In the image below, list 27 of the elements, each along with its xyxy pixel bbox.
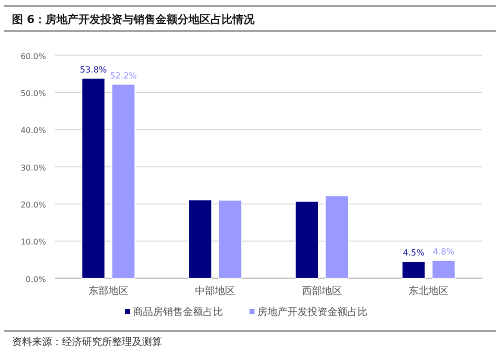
y-tick-label: 30.0% xyxy=(20,163,46,172)
y-tick-label: 50.0% xyxy=(20,88,46,98)
bar xyxy=(324,195,349,279)
y-tick-label: 60.0% xyxy=(20,52,46,61)
x-tick-label: 东北地区 xyxy=(408,285,449,297)
data-label: 52.2% xyxy=(110,71,137,82)
bar xyxy=(432,260,456,279)
bar xyxy=(218,200,242,279)
legend-label: 商品房销售金额占比 xyxy=(133,306,223,318)
bar xyxy=(188,199,212,279)
bar xyxy=(111,84,136,279)
data-label: 4.5% xyxy=(402,248,424,259)
y-tick-label: 20.0% xyxy=(20,200,46,210)
x-tick-label: 西部地区 xyxy=(302,285,342,297)
legend-label: 房地产开发投资金额占比 xyxy=(258,306,368,318)
x-tick-label: 东部地区 xyxy=(88,285,128,297)
y-tick-label: 10.0% xyxy=(20,238,46,247)
y-tick-label: 40.0% xyxy=(20,126,46,136)
bar xyxy=(294,200,319,279)
x-tick-label: 中部地区 xyxy=(195,285,236,297)
chart-title: 图 6：房地产开发投资与销售金额分地区占比情况 xyxy=(12,13,256,26)
data-label: 4.8% xyxy=(432,247,454,258)
data-label: 53.8% xyxy=(80,65,107,76)
text: 资料来源：经济研究所整理及测算 xyxy=(12,336,162,348)
y-tick-label: 0.0% xyxy=(26,274,46,284)
bar xyxy=(402,261,426,279)
bar xyxy=(81,78,106,279)
